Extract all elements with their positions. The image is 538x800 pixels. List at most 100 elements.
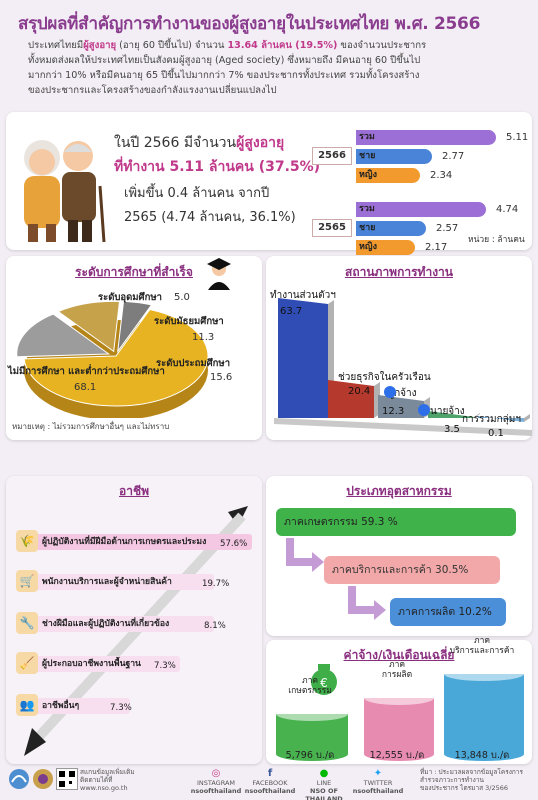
occupation-title: อาชีพ: [119, 484, 149, 498]
wage-value: 5,796 บ./ด: [285, 750, 335, 761]
industry-services: ภาคบริการและการค้า 30.5%: [324, 556, 500, 584]
summary-bar: [356, 130, 496, 145]
industry-title: ประเภทอุตสาหกรรม: [346, 484, 452, 498]
summary-bar: [356, 168, 420, 183]
summary-bar: [356, 240, 415, 255]
graduate-icon: [207, 258, 231, 290]
industry-manufacturing: ภาคการผลิต 10.2%: [390, 598, 506, 626]
work-label: ช่วยธุรกิจในครัวเรือน: [338, 371, 431, 383]
footer-line[interactable]: ● LINE NSO OF THAILAND: [296, 768, 352, 800]
occupation-label: ผู้ประกอบอาชีพงานพื้นฐาน: [42, 659, 141, 669]
page-title: สรุปผลที่สำคัญการทำงานของผู้สูงอายุในประ…: [18, 14, 481, 34]
arrow-icon: [348, 586, 386, 620]
work-status-title: สถานภาพการทำงาน: [345, 265, 453, 279]
summary-bar-label: หญิง: [359, 170, 377, 180]
occupation-bar: [20, 656, 180, 672]
qr-code[interactable]: [56, 768, 78, 790]
summary-bar-value: 2.77: [442, 151, 465, 162]
education-pie-chart: ไม่มีการศึกษา และต่ำกว่าประถมศึกษา 68.1 ระ…: [7, 291, 232, 418]
intro-line-1: ประเทศไทยมีผู้สูงอายุ (อายุ 60 ปีขึ้นไป)…: [28, 40, 427, 51]
wages-title: ค่าจ้าง/เงินเดือนเฉลี่ย: [343, 648, 455, 662]
pie-value: 11.3: [192, 332, 214, 343]
wage-cylinder: [444, 667, 524, 761]
summary-bar-value: 4.74: [496, 204, 519, 215]
occupation-value: 7.3%: [110, 703, 132, 713]
footer-source: ที่มา : ประมวลผลจากข้อมูลโครงการ สำรวจภาว…: [420, 768, 523, 792]
work-floor: [274, 418, 532, 436]
work-value: 0.1: [488, 428, 504, 438]
work-bar: [328, 380, 374, 418]
summary-line-1: ในปี 2566 มีจำนวนผู้สูงอายุ: [114, 135, 285, 151]
website-link[interactable]: www.nso.go.th: [80, 784, 128, 792]
pie-label: ระดับมัธยมศึกษา: [154, 315, 224, 327]
summary-bar-value: 2.17: [425, 242, 448, 253]
footer-instagram[interactable]: ◎ INSTAGRAM nsoofthailand: [188, 768, 244, 795]
occupation-label: ช่างฝีมือและผู้ปฏิบัติงานที่เกี่ยวข้อง: [42, 619, 170, 629]
occupation-label: พนักงานบริการและผู้จำหน่ายสินค้า: [42, 577, 172, 587]
work-value: 20.4: [348, 386, 370, 397]
work-status-chart: ทำงานส่วนตัวฯ 63.7 ช่วยธุรกิจในครัวเรือน 20…: [270, 290, 532, 438]
work-label: นายจ้าง: [430, 405, 465, 417]
year-box: 2566: [312, 147, 352, 165]
work-label: ทำงานส่วนตัวฯ: [270, 290, 336, 301]
wage-value: 12,555 บ./ด: [369, 750, 425, 761]
summary-bar: [356, 202, 486, 217]
marker-dot: [384, 386, 396, 398]
pie-slice: [23, 308, 209, 407]
wage-cylinder: [276, 707, 348, 761]
summary-panel: ในปี 2566 มีจำนวนผู้สูงอายุ ที่ทำงาน 5.1…: [6, 112, 532, 255]
occupation-icon: 🧹: [16, 652, 38, 674]
pie-value: 15.6: [210, 372, 232, 383]
footer-facebook[interactable]: f FACEBOOK nsoofthailand: [242, 768, 298, 795]
intro-paragraph: ประเทศไทยมีผู้สูงอายุ (อายุ 60 ปีขึ้นไป)…: [28, 38, 524, 98]
wage-label-1: ภาค: [473, 636, 491, 646]
intro-line-4: ของประชากรและโครงสร้างของกำลังแรงงานเปลี…: [28, 85, 277, 96]
education-panel: ระดับการศึกษาที่สำเร็จ ไม่มีการศึกษา และ…: [6, 256, 262, 440]
occupation-bar: [20, 574, 214, 590]
pie-label: ไม่มีการศึกษา และต่ำกว่าประถมศึกษา: [7, 363, 165, 377]
wage-value: 13,848 บ./ด: [454, 750, 510, 761]
occupation-icon: 🛒: [16, 570, 38, 592]
industry-agriculture: ภาคเกษตรกรรม 59.3 %: [276, 508, 516, 536]
summary-bar-label: หญิง: [359, 242, 377, 252]
occupation-bar: [20, 698, 130, 714]
occupation-icon: 👥: [16, 694, 38, 716]
wage-label-1: ภาค: [301, 676, 319, 686]
work-value: 63.7: [280, 306, 302, 317]
summary-bar: [356, 221, 426, 236]
industry-panel: ประเภทอุตสาหกรรม ภาคเกษตรกรรม 59.3 % ภาค…: [266, 476, 532, 636]
occupation-icon: 🌾: [16, 530, 38, 552]
work-value: 3.5: [444, 424, 460, 435]
summary-bar-value: 2.57: [436, 223, 459, 234]
work-status-panel: สถานภาพการทำงาน ทำงานส่วนตัวฯ 63.7 ช่วยธุร…: [266, 256, 532, 440]
education-note: หมายเหตุ : ไม่รวมการศึกษาอื่นๆ และไม่ทรา…: [12, 422, 170, 431]
twitter-icon: ✦: [373, 768, 383, 779]
line-icon: ●: [319, 768, 329, 779]
summary-bar-value: 5.11: [506, 132, 529, 143]
occupation-icon: 🔧: [16, 612, 38, 634]
work-bar-side: [474, 413, 480, 418]
footer-scan-info: สแกนข้อมูลเพิ่มเติม ติดตามได้ที่ www.nso.g…: [80, 768, 140, 792]
summary-bar-label: รวม: [359, 204, 375, 214]
education-title: ระดับการศึกษาที่สำเร็จ: [75, 265, 193, 279]
unit-label: หน่วย : ล้านคน: [468, 235, 525, 245]
occupation-label: อาชีพอื่นๆ: [42, 701, 80, 711]
pie-label: ระดับอุดมศึกษา: [98, 291, 162, 303]
summary-bar-label: ชาย: [359, 223, 376, 233]
facebook-icon: f: [267, 768, 273, 779]
nso-logo: [8, 768, 30, 790]
pie-slice: [16, 313, 111, 358]
occupation-bar: [20, 616, 214, 632]
work-bar: [378, 395, 424, 418]
wages-panel: ค่าจ้าง/เงินเดือนเฉลี่ย € ภาค เกษตรกรรม 5,…: [266, 636, 532, 764]
wage-label-2: เกษตรกรรม: [288, 686, 332, 696]
occupation-bar: [20, 534, 252, 550]
occupation-value: 57.6%: [220, 539, 248, 549]
wage-label-2: การผลิต: [381, 670, 413, 680]
pie-slice: [57, 300, 121, 353]
work-bar-side: [524, 414, 530, 422]
summary-bar-label: รวม: [359, 132, 375, 142]
wage-cylinder: [364, 691, 434, 761]
occupation-panel: อาชีพ 🌾 ผู้ปฏิบัติงานที่มีฝีมือด้านการเกษ…: [6, 476, 262, 764]
footer-twitter[interactable]: ✦ TWITTER nsoofthailand: [350, 768, 406, 795]
